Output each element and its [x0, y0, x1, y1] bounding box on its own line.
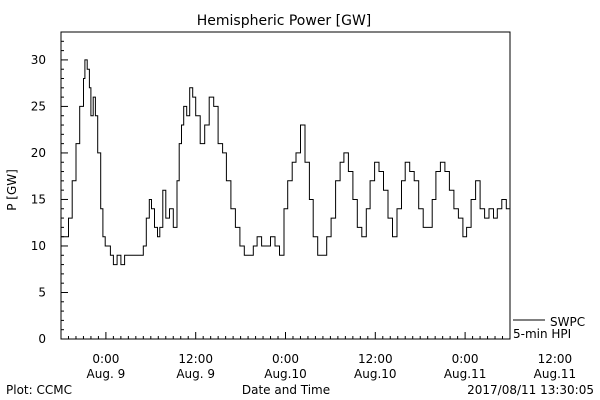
x-tick-label-time: 0:00 [452, 352, 479, 366]
y-tick-label: 0 [38, 332, 46, 346]
x-tick-label-time: 0:00 [92, 352, 119, 366]
x-tick-label-date: Aug. 9 [87, 367, 126, 381]
x-tick-label-time: 12:00 [538, 352, 573, 366]
footer-right: 2017/08/11 13:30:05 [467, 383, 594, 397]
y-tick-label: 15 [31, 192, 46, 206]
legend: SWPC 5-min HPI [513, 315, 585, 341]
x-tick-label-date: Aug.10 [264, 367, 307, 381]
plot-frame [60, 31, 511, 340]
y-tick-label: 10 [31, 239, 46, 253]
y-tick-label: 25 [31, 99, 46, 113]
legend-label-swpc: SWPC [550, 315, 585, 329]
y-tick-label: 5 [38, 285, 46, 299]
x-tick-label-date: Aug.10 [354, 367, 397, 381]
x-tick-label-date: Aug.11 [444, 367, 487, 381]
series-layer [61, 59, 510, 266]
x-tick-label-date: Aug.11 [534, 367, 577, 381]
y-axis: 0 5 10 15 20 25 30 [31, 40, 68, 346]
chart-title: Hemispheric Power [GW] [197, 13, 372, 29]
y-axis-label: P [GW] [5, 169, 19, 211]
legend-label-hpi: 5-min HPI [513, 327, 571, 341]
x-tick-label-time: 0:00 [272, 352, 299, 366]
y-tick-label: 30 [31, 53, 46, 67]
x-axis-label: Date and Time [242, 383, 330, 397]
footer-left: Plot: CCMC [6, 383, 72, 397]
x-tick-label-time: 12:00 [178, 352, 213, 366]
x-tick-label-date: Aug. 9 [176, 367, 215, 381]
x-tick-label-time: 12:00 [358, 352, 393, 366]
y-tick-label: 20 [31, 146, 46, 160]
series-line-hemispheric-power [61, 59, 510, 266]
